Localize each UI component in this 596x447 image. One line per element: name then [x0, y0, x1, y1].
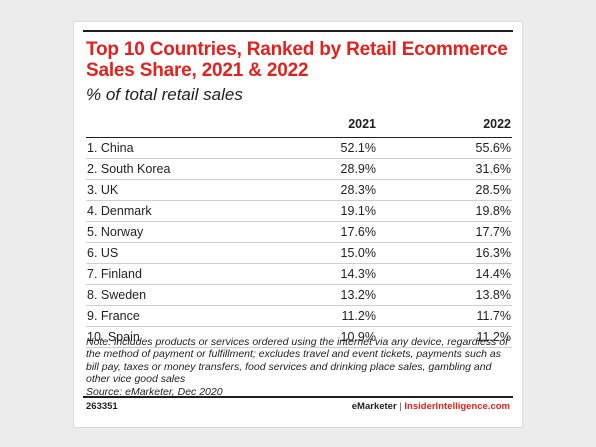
value-2021-cell: 19.1%: [256, 200, 376, 222]
table-row: 10. Spain 10.9% 11.2%: [86, 326, 512, 348]
footer-rule: [83, 396, 513, 398]
data-table: 2021 2022 1. China 52.1% 55.6% 2. South Kor…: [86, 111, 512, 348]
value-2021-cell: 14.3%: [256, 263, 376, 285]
country-cell: 7. Finland: [86, 263, 256, 285]
value-2021-cell: 10.9%: [256, 326, 376, 348]
table-row: 6. US 15.0% 16.3%: [86, 242, 512, 264]
brand-separator: |: [399, 401, 402, 412]
source-text: Source: eMarketer, Dec 2020: [86, 385, 223, 398]
chart-card: Top 10 Countries, Ranked by Retail Ecomm…: [73, 21, 523, 428]
value-2021-cell: 17.6%: [256, 221, 376, 243]
brand-credit: eMarketer | InsiderIntelligence.com: [352, 401, 510, 412]
header-row: 2021 2022: [86, 111, 512, 138]
note-text: Note: includes products or services orde…: [86, 336, 508, 386]
brand-insider-intelligence: InsiderIntelligence.com: [404, 401, 510, 412]
country-cell: 2. South Korea: [86, 158, 256, 180]
table-row: 1. China 52.1% 55.6%: [86, 137, 512, 159]
value-2021-cell: 28.9%: [256, 158, 376, 180]
table-row: 5. Norway 17.6% 17.7%: [86, 221, 512, 243]
value-2021-cell: 15.0%: [256, 242, 376, 264]
chart-title: Top 10 Countries, Ranked by Retail Ecomm…: [86, 39, 508, 81]
value-2022-cell: 17.7%: [376, 221, 512, 243]
chart-note: Note: includes products or services orde…: [86, 336, 512, 398]
country-cell: 9. France: [86, 305, 256, 327]
footer: 263351 eMarketer | InsiderIntelligence.c…: [86, 401, 510, 415]
table-row: 4. Denmark 19.1% 19.8%: [86, 200, 512, 222]
value-2021-cell: 52.1%: [256, 137, 376, 159]
value-2021-cell: 11.2%: [256, 305, 376, 327]
value-2022-cell: 55.6%: [376, 137, 512, 159]
value-2022-cell: 11.7%: [376, 305, 512, 327]
table-row: 9. France 11.2% 11.7%: [86, 305, 512, 327]
value-2022-cell: 13.8%: [376, 284, 512, 306]
value-2022-cell: 31.6%: [376, 158, 512, 180]
chart-id: 263351: [86, 401, 118, 412]
country-cell: 1. China: [86, 137, 256, 159]
value-2022-cell: 16.3%: [376, 242, 512, 264]
table-row: 8. Sweden 13.2% 13.8%: [86, 284, 512, 306]
country-cell: 10. Spain: [86, 326, 256, 348]
value-2022-cell: 11.2%: [376, 326, 512, 348]
value-2022-cell: 19.8%: [376, 200, 512, 222]
brand-emarketer: eMarketer: [351, 401, 397, 412]
top-rule: [83, 30, 513, 32]
table-row: 2. South Korea 28.9% 31.6%: [86, 158, 512, 180]
column-header-2022: 2022: [376, 111, 512, 138]
country-cell: 3. UK: [86, 179, 256, 201]
country-cell: 5. Norway: [86, 221, 256, 243]
value-2021-cell: 28.3%: [256, 179, 376, 201]
value-2022-cell: 28.5%: [376, 179, 512, 201]
table-row: 7. Finland 14.3% 14.4%: [86, 263, 512, 285]
country-cell: 4. Denmark: [86, 200, 256, 222]
country-cell: 8. Sweden: [86, 284, 256, 306]
chart-subtitle: % of total retail sales: [86, 85, 243, 104]
value-2021-cell: 13.2%: [256, 284, 376, 306]
column-header-2021: 2021: [256, 111, 376, 138]
value-2022-cell: 14.4%: [376, 263, 512, 285]
country-cell: 6. US: [86, 242, 256, 264]
column-header-country: [86, 111, 256, 138]
table-body: 1. China 52.1% 55.6% 2. South Korea 28.9% 31.…: [86, 137, 512, 348]
table-row: 3. UK 28.3% 28.5%: [86, 179, 512, 201]
